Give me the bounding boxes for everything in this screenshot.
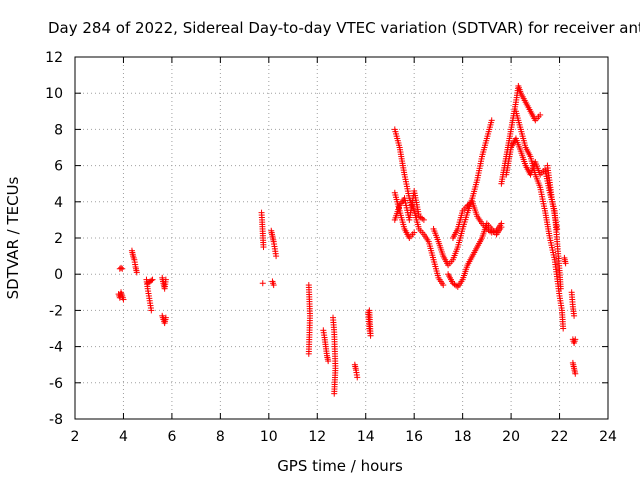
data-point bbox=[440, 282, 447, 289]
data-point bbox=[148, 307, 155, 314]
chart-title: Day 284 of 2022, Sidereal Day-to-day VTE… bbox=[48, 19, 640, 37]
data-point bbox=[560, 325, 567, 332]
x-tick-label: 24 bbox=[599, 429, 617, 445]
data-point bbox=[120, 296, 127, 303]
data-point bbox=[562, 260, 569, 267]
y-tick-label: -6 bbox=[49, 376, 63, 392]
x-tick-label: 20 bbox=[502, 429, 520, 445]
x-tick-label: 4 bbox=[119, 429, 128, 445]
y-tick-label: 4 bbox=[54, 195, 63, 211]
y-axis-label: SDTVAR / TECUs bbox=[4, 176, 22, 299]
data-point bbox=[498, 220, 505, 227]
data-point bbox=[571, 312, 578, 319]
data-point bbox=[305, 350, 312, 357]
data-point bbox=[162, 314, 169, 321]
data-point bbox=[325, 358, 332, 365]
data-point bbox=[572, 336, 579, 343]
x-tick-label: 2 bbox=[71, 429, 80, 445]
y-tick-label: 12 bbox=[45, 50, 63, 66]
y-tick-label: -2 bbox=[49, 303, 63, 319]
y-tick-label: 0 bbox=[54, 267, 63, 283]
data-point bbox=[260, 244, 267, 251]
y-tick-label: 10 bbox=[45, 86, 63, 102]
x-tick-label: 18 bbox=[454, 429, 472, 445]
data-point bbox=[162, 276, 169, 283]
data-point bbox=[259, 280, 266, 287]
x-tick-label: 8 bbox=[216, 429, 225, 445]
y-tick-label: 6 bbox=[54, 159, 63, 175]
data-point bbox=[366, 307, 373, 314]
x-tick-label: 14 bbox=[357, 429, 375, 445]
x-axis-label: GPS time / hours bbox=[277, 457, 403, 475]
x-tick-label: 6 bbox=[167, 429, 176, 445]
y-tick-label: 8 bbox=[54, 122, 63, 138]
data-point bbox=[119, 265, 126, 272]
data-point bbox=[554, 225, 561, 232]
data-point bbox=[270, 282, 277, 289]
data-point bbox=[411, 229, 418, 236]
y-tick-label: -4 bbox=[49, 340, 63, 356]
data-point bbox=[572, 370, 579, 377]
data-point bbox=[118, 264, 125, 271]
data-point bbox=[273, 253, 280, 260]
data-point bbox=[331, 390, 338, 397]
data-points bbox=[115, 82, 579, 397]
plot-frame bbox=[74, 56, 609, 420]
x-tick-label: 22 bbox=[551, 429, 569, 445]
data-point bbox=[354, 374, 361, 381]
x-tick-label: 16 bbox=[405, 429, 423, 445]
data-point bbox=[149, 276, 156, 283]
x-tick-label: 10 bbox=[260, 429, 278, 445]
data-point bbox=[133, 269, 140, 276]
data-point bbox=[420, 216, 427, 223]
x-tick-label: 12 bbox=[308, 429, 326, 445]
data-point bbox=[148, 277, 155, 284]
data-point bbox=[537, 111, 544, 118]
y-tick-label: -8 bbox=[49, 412, 63, 428]
y-tick-label: 2 bbox=[54, 231, 63, 247]
data-point bbox=[488, 117, 495, 124]
